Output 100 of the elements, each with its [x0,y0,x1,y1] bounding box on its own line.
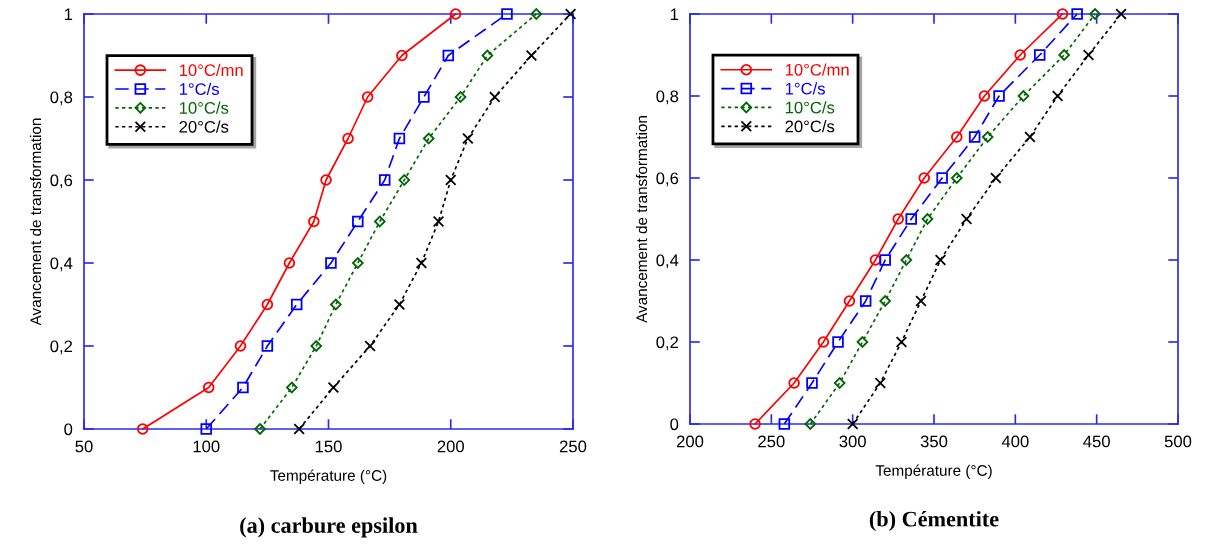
point [1089,8,1101,20]
point [1051,90,1064,102]
y-tick-label: 0,8 [50,91,73,106]
point [990,172,1002,184]
point [856,336,869,348]
point [900,254,913,266]
point [462,132,474,145]
x-axis-title: Température (°C) [270,469,387,484]
x-tick-label: 200 [676,435,704,448]
y-tick-label: 0,2 [656,336,679,351]
point [918,172,931,184]
point [951,131,963,143]
text: (b) Cémentite [869,510,999,532]
point [327,381,340,394]
point [874,377,887,389]
x-tick-label: 50 [75,440,93,453]
point [393,132,406,145]
point [422,132,435,145]
x-tick-label: 250 [758,435,785,448]
point [293,423,305,435]
point [320,174,332,186]
point [525,49,538,62]
point [261,340,274,352]
x-tick-label: 350 [920,435,948,448]
point [879,254,891,266]
point [364,340,376,352]
text: (a) carbure epsilon [240,517,418,538]
point [981,131,994,143]
point [488,91,501,103]
point [444,174,457,186]
point [968,131,981,143]
point [286,381,298,394]
legend-label: 10°C/s [785,101,835,114]
x-axis-title: Température (°C) [875,464,992,479]
point [481,49,494,62]
point [415,257,428,269]
legend-label: 1°C/s [179,82,219,95]
point [1056,8,1069,20]
legend-label: 20°C/s [179,120,229,133]
point [921,213,934,225]
y-tick-label: 0,6 [50,174,73,189]
point [960,213,973,225]
point [398,174,411,186]
point [978,90,991,102]
point [1033,49,1046,61]
point [254,423,266,435]
point [934,254,947,266]
point [454,91,467,103]
y-tick-label: 0,6 [656,172,679,187]
legend-label: 10°C/s [179,101,229,114]
point [396,49,408,62]
point [859,295,872,307]
y-tick-label: 0 [64,423,73,436]
point [895,336,908,348]
point [530,8,543,20]
point [234,340,247,352]
point [993,90,1005,102]
point [200,423,213,435]
point [237,381,249,394]
point [290,298,303,311]
point [378,174,391,186]
point [352,257,364,269]
point [283,257,296,269]
x-tick-label: 250 [559,440,587,453]
point [915,295,927,307]
y-tick-label: 1 [670,8,679,21]
point [905,213,917,225]
point [869,254,882,266]
x-tick-label: 450 [1083,435,1110,448]
legend-label: 10°C/mn [785,63,849,76]
point [501,8,513,20]
y-axis-title: Avancement de transformation [29,118,42,326]
y-tick-label: 0 [670,418,679,431]
point [136,423,149,435]
point [892,213,904,225]
x-tick-label: 100 [193,440,220,453]
point [1115,8,1127,20]
legend-label: 1°C/s [785,82,825,95]
point [1082,49,1095,61]
point [308,215,320,228]
point [449,8,462,20]
y-tick-label: 0,8 [656,90,679,105]
point [749,418,761,430]
point [832,336,844,348]
y-tick-label: 0,2 [50,340,73,355]
x-tick-label: 500 [1164,435,1192,448]
point [1014,49,1026,61]
y-tick-label: 0,4 [656,254,679,269]
point [352,215,364,228]
point [361,91,374,103]
point [261,298,274,311]
point [393,298,406,311]
point [418,91,430,103]
point [310,340,323,352]
legend-label: 10°C/mn [179,63,243,77]
point [1071,8,1083,20]
point [817,336,830,348]
point [442,49,455,62]
point [843,295,856,307]
point [806,377,818,389]
